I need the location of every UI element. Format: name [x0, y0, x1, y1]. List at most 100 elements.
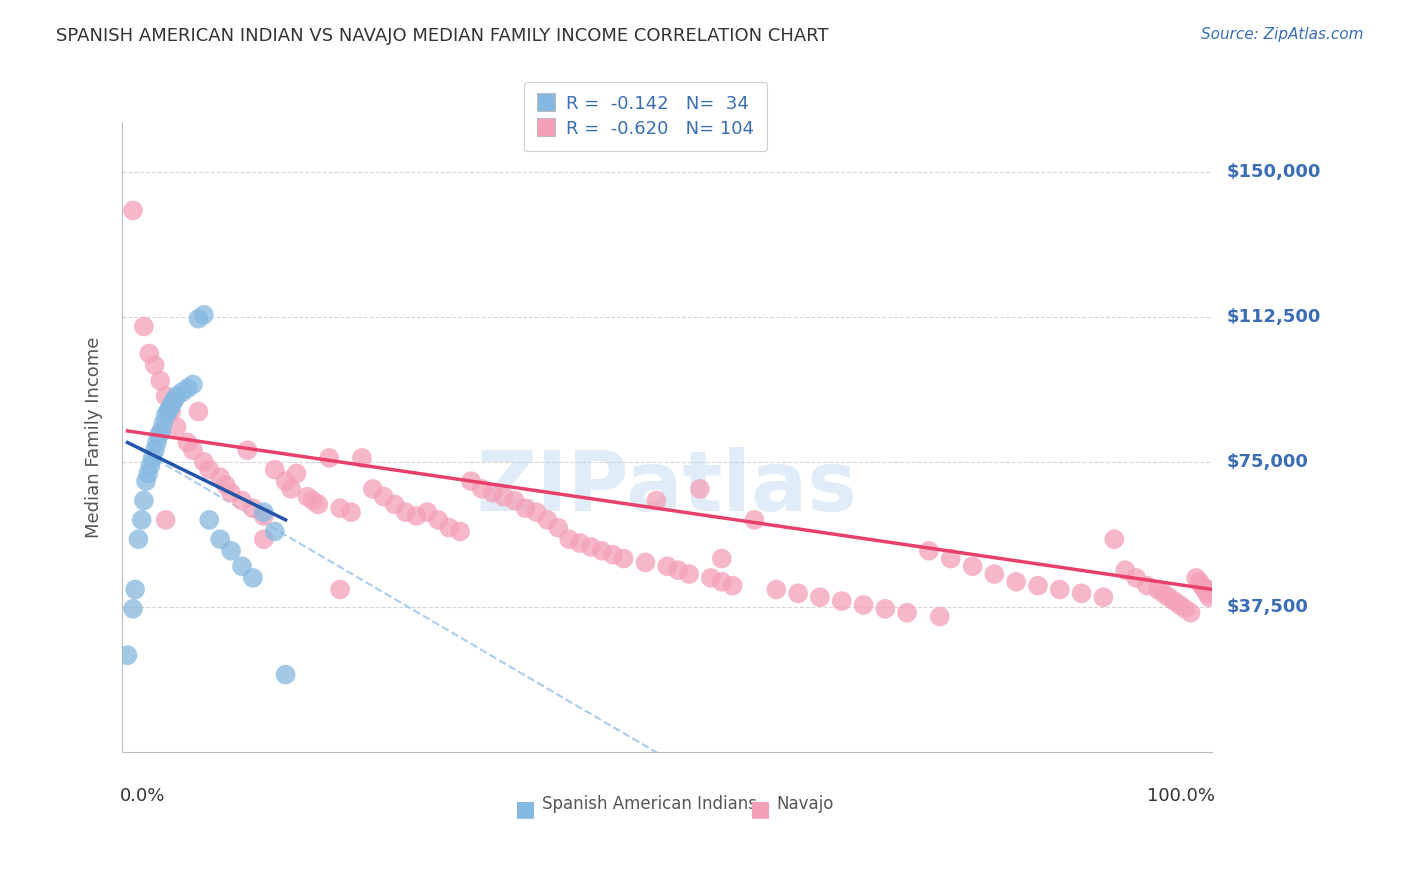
Point [350, 450, 373, 465]
Point [231, 559, 253, 574]
Point [526, 505, 548, 519]
Point [918, 544, 941, 558]
Point [155, 409, 177, 423]
Point [1026, 579, 1049, 593]
Point [613, 551, 636, 566]
Point [214, 478, 236, 492]
Point [700, 571, 723, 585]
Point [318, 450, 340, 465]
Text: 0.0%: 0.0% [120, 787, 166, 805]
Legend: R =  -0.142   N=  34, R =  -0.620   N= 104: R = -0.142 N= 34, R = -0.620 N= 104 [524, 82, 766, 151]
Point [155, 513, 177, 527]
Point [231, 493, 253, 508]
Point [193, 308, 215, 322]
Point [1136, 579, 1159, 593]
Point [373, 490, 395, 504]
Point [1174, 602, 1197, 616]
Point [242, 571, 264, 585]
Point [170, 385, 193, 400]
Point [449, 524, 471, 539]
Point [492, 490, 515, 504]
Point [1104, 532, 1126, 546]
Point [503, 493, 526, 508]
Point [219, 485, 242, 500]
Point [1070, 586, 1092, 600]
Point [536, 513, 558, 527]
Point [765, 582, 787, 597]
Text: Navajo: Navajo [776, 795, 834, 813]
Text: $112,500: $112,500 [1226, 308, 1320, 326]
Point [329, 582, 352, 597]
Point [132, 493, 155, 508]
Point [1125, 571, 1147, 585]
Point [156, 404, 179, 418]
Point [307, 497, 329, 511]
Point [962, 559, 984, 574]
Point [198, 513, 221, 527]
Point [138, 346, 160, 360]
Point [1049, 582, 1071, 597]
Point [181, 377, 204, 392]
Point [1198, 591, 1220, 605]
Point [1195, 586, 1218, 600]
Point [460, 474, 482, 488]
Point [187, 404, 209, 418]
Point [437, 520, 460, 534]
Point [1092, 591, 1115, 605]
Point [253, 532, 276, 546]
Point [146, 435, 169, 450]
Point [983, 567, 1005, 582]
Point [634, 556, 657, 570]
Point [166, 389, 188, 403]
Point [285, 467, 308, 481]
Point [710, 574, 733, 589]
Point [721, 579, 744, 593]
Y-axis label: Median Family Income: Median Family Income [86, 337, 103, 539]
Point [1188, 574, 1211, 589]
Point [209, 532, 232, 546]
Point [155, 389, 177, 403]
Text: $150,000: $150,000 [1226, 162, 1320, 181]
Point [666, 563, 689, 577]
Point [1005, 574, 1028, 589]
Point [591, 544, 613, 558]
Point [149, 374, 172, 388]
Point [808, 591, 831, 605]
Point [122, 203, 145, 218]
Point [136, 467, 159, 481]
Point [150, 424, 173, 438]
Point [939, 551, 962, 566]
Point [236, 443, 259, 458]
Point [1157, 591, 1180, 605]
Point [159, 401, 181, 415]
Point [928, 609, 950, 624]
Point [1147, 582, 1170, 597]
Point [831, 594, 853, 608]
Point [124, 582, 146, 597]
Point [152, 416, 174, 430]
Text: $75,000: $75,000 [1226, 453, 1308, 471]
Point [1180, 606, 1202, 620]
Point [896, 606, 918, 620]
Point [242, 501, 264, 516]
Text: $37,500: $37,500 [1226, 598, 1308, 615]
Point [122, 602, 145, 616]
Point [143, 443, 166, 458]
Text: SPANISH AMERICAN INDIAN VS NAVAJO MEDIAN FAMILY INCOME CORRELATION CHART: SPANISH AMERICAN INDIAN VS NAVAJO MEDIAN… [56, 27, 830, 45]
Point [427, 513, 450, 527]
Point [329, 501, 352, 516]
Point [645, 493, 668, 508]
Point [263, 524, 285, 539]
Point [569, 536, 592, 550]
Point [160, 397, 183, 411]
Point [710, 551, 733, 566]
Text: Spanish American Indians: Spanish American Indians [541, 795, 756, 813]
Point [852, 598, 875, 612]
Point [678, 567, 700, 582]
Text: Source: ZipAtlas.com: Source: ZipAtlas.com [1201, 27, 1364, 42]
Point [139, 458, 162, 473]
Point [1185, 571, 1208, 585]
Point [416, 505, 439, 519]
Point [405, 508, 427, 523]
Point [274, 474, 297, 488]
